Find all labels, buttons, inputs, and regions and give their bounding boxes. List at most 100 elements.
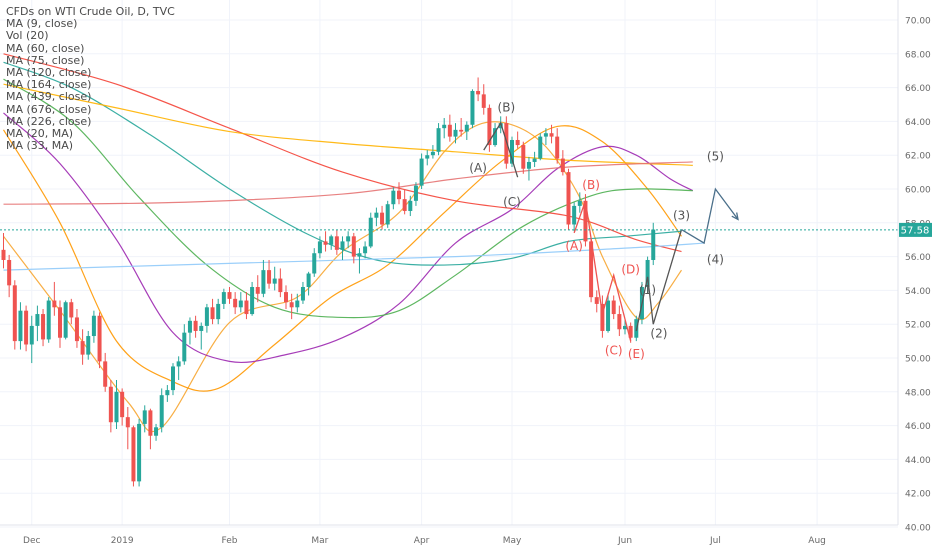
indicator-ma-33-ma[interactable]: MA (33, MA)	[6, 139, 74, 153]
candle-body	[606, 300, 611, 331]
candle-body	[436, 128, 441, 152]
candle-body	[80, 341, 85, 355]
y-tick-label: 44.00	[905, 456, 931, 466]
x-tick-label: Feb	[222, 536, 238, 546]
candle-body	[221, 292, 226, 304]
wave-label: (B)	[498, 100, 516, 114]
x-tick-label: Mar	[311, 536, 328, 546]
indicator-ma-226[interactable]: MA (226, close)	[6, 114, 92, 128]
candle-body	[24, 310, 29, 345]
candle-body	[58, 307, 62, 338]
wave-label: (3)	[673, 208, 690, 222]
indicator-ma-676[interactable]: MA (676, close)	[6, 102, 92, 116]
candle-body	[425, 155, 430, 159]
indicator-ma-9[interactable]: MA (9, close)	[6, 17, 78, 31]
y-tick-label: 62.00	[905, 152, 931, 162]
candle-body	[204, 307, 209, 326]
y-tick-label: 60.00	[905, 186, 931, 196]
candle-body	[295, 300, 300, 308]
ma-green-line	[3, 78, 693, 319]
candle-body	[176, 361, 181, 367]
candle-body	[7, 259, 12, 286]
candle-body	[300, 287, 305, 301]
wave-label: (D)	[621, 263, 640, 277]
candle-body	[216, 303, 221, 320]
candle-body	[447, 124, 452, 137]
candle-body	[402, 199, 407, 211]
candle-body	[187, 320, 192, 333]
candle-body	[481, 94, 486, 108]
candle-body	[52, 300, 57, 308]
candle-body	[171, 366, 175, 391]
candle-body	[617, 314, 622, 330]
wave-line	[635, 229, 683, 332]
ma-teal-line	[3, 61, 682, 266]
candle-body	[329, 236, 334, 245]
ma-blue-line	[3, 242, 705, 271]
candle-body	[238, 300, 243, 308]
wave-label: (E)	[628, 347, 645, 361]
candle-body	[267, 270, 272, 284]
candle-body	[487, 107, 492, 146]
x-tick-label: Dec	[23, 536, 40, 546]
candle-body	[442, 124, 447, 129]
candle-body	[600, 303, 605, 331]
candle-body	[470, 90, 475, 125]
indicator-ma-75[interactable]: MA (75, close)	[6, 53, 85, 67]
candle-body	[193, 320, 198, 331]
candle-body	[572, 205, 577, 225]
candle-body	[408, 200, 413, 211]
candle-body	[589, 241, 594, 298]
candle-body	[340, 241, 345, 250]
candle-body	[114, 391, 119, 423]
candle-body	[515, 139, 520, 146]
indicator-ma-20-ma[interactable]: MA (20, MA)	[6, 127, 74, 141]
candle-body	[35, 314, 40, 326]
candle-body	[651, 229, 656, 260]
indicator-ma-439[interactable]: MA (439, close)	[6, 90, 92, 104]
candle-body	[623, 325, 627, 330]
indicator-legend: CFDs on WTI Crude Oil, D, TVC MA (9, clo…	[6, 5, 175, 153]
candle-body	[142, 410, 147, 424]
candle-body	[374, 212, 379, 218]
wave-line	[573, 200, 632, 342]
candle-body	[419, 158, 424, 186]
wave-label: (A)	[565, 239, 583, 253]
candle-body	[137, 423, 142, 482]
candle-body	[227, 292, 232, 299]
candle-body	[645, 259, 650, 288]
candle-body	[261, 270, 266, 294]
candle-body	[526, 161, 531, 169]
ma-purple-line	[3, 112, 694, 364]
candle-body	[278, 278, 283, 293]
candle-body	[182, 332, 187, 362]
ma-red-line	[3, 53, 682, 253]
wave-label: (C)	[605, 344, 623, 358]
candle-body	[628, 325, 633, 338]
indicator-ma-164[interactable]: MA (164, close)	[6, 78, 92, 92]
candle-body	[413, 185, 418, 201]
candle-body	[210, 307, 215, 320]
candle-body	[250, 287, 255, 315]
candle-body	[131, 427, 136, 482]
candle-body	[317, 241, 322, 254]
candle-body	[380, 212, 385, 225]
candle-body	[351, 236, 356, 257]
y-tick-label: 46.00	[905, 422, 931, 432]
candle-body	[368, 217, 373, 247]
indicator-vol-20[interactable]: Vol (20)	[6, 29, 49, 43]
candle-body	[108, 386, 113, 423]
candle-body	[504, 123, 509, 164]
candle-body	[583, 200, 588, 242]
ma-orange-line	[2, 125, 682, 392]
indicator-ma-60[interactable]: MA (60, close)	[6, 41, 85, 55]
candle-body	[289, 302, 294, 308]
candle-body	[244, 300, 249, 315]
y-tick-label: 40.00	[905, 524, 931, 534]
candle-body	[165, 390, 170, 396]
y-tick-label: 48.00	[905, 388, 931, 398]
x-tick-label: Jul	[709, 536, 721, 546]
indicator-ma-120[interactable]: MA (120, close)	[6, 66, 92, 80]
